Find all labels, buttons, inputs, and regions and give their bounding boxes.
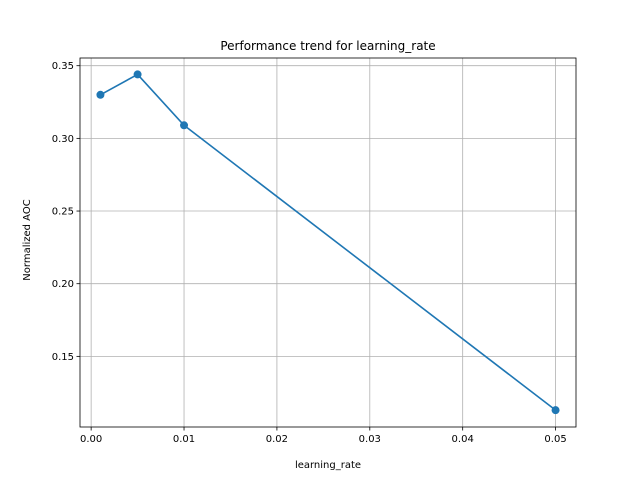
series-line — [100, 73, 557, 411]
y-tick-label: 0.35 — [52, 61, 74, 72]
data-point — [133, 70, 142, 79]
grid — [80, 58, 576, 427]
y-tick-label: 0.25 — [52, 207, 74, 218]
y-tick-label: 0.20 — [52, 279, 74, 290]
ticks: 0.00 0.01 0.02 0.03 0.04 0.05 0.15 0.20 0.25 0.30… — [52, 61, 567, 445]
y-tick-label: 0.30 — [52, 134, 74, 145]
x-tick-label: 0.03 — [359, 434, 381, 445]
x-tick-label: 0.04 — [452, 434, 474, 445]
data-point — [96, 90, 105, 99]
x-tick-label: 0.00 — [80, 434, 102, 445]
x-tick-label: 0.02 — [266, 434, 288, 445]
plot-frame — [79, 57, 577, 428]
x-tick-label: 0.01 — [173, 434, 195, 445]
x-tick-label: 0.05 — [544, 434, 566, 445]
chart-title: Performance trend for learning_rate — [220, 39, 435, 53]
series-layer — [96, 70, 560, 415]
data-point — [551, 406, 560, 415]
y-tick-label: 0.15 — [52, 352, 74, 363]
y-axis-title: Normalized AOC — [22, 199, 33, 280]
data-point — [180, 121, 189, 130]
x-axis-title: learning_rate — [295, 460, 361, 471]
